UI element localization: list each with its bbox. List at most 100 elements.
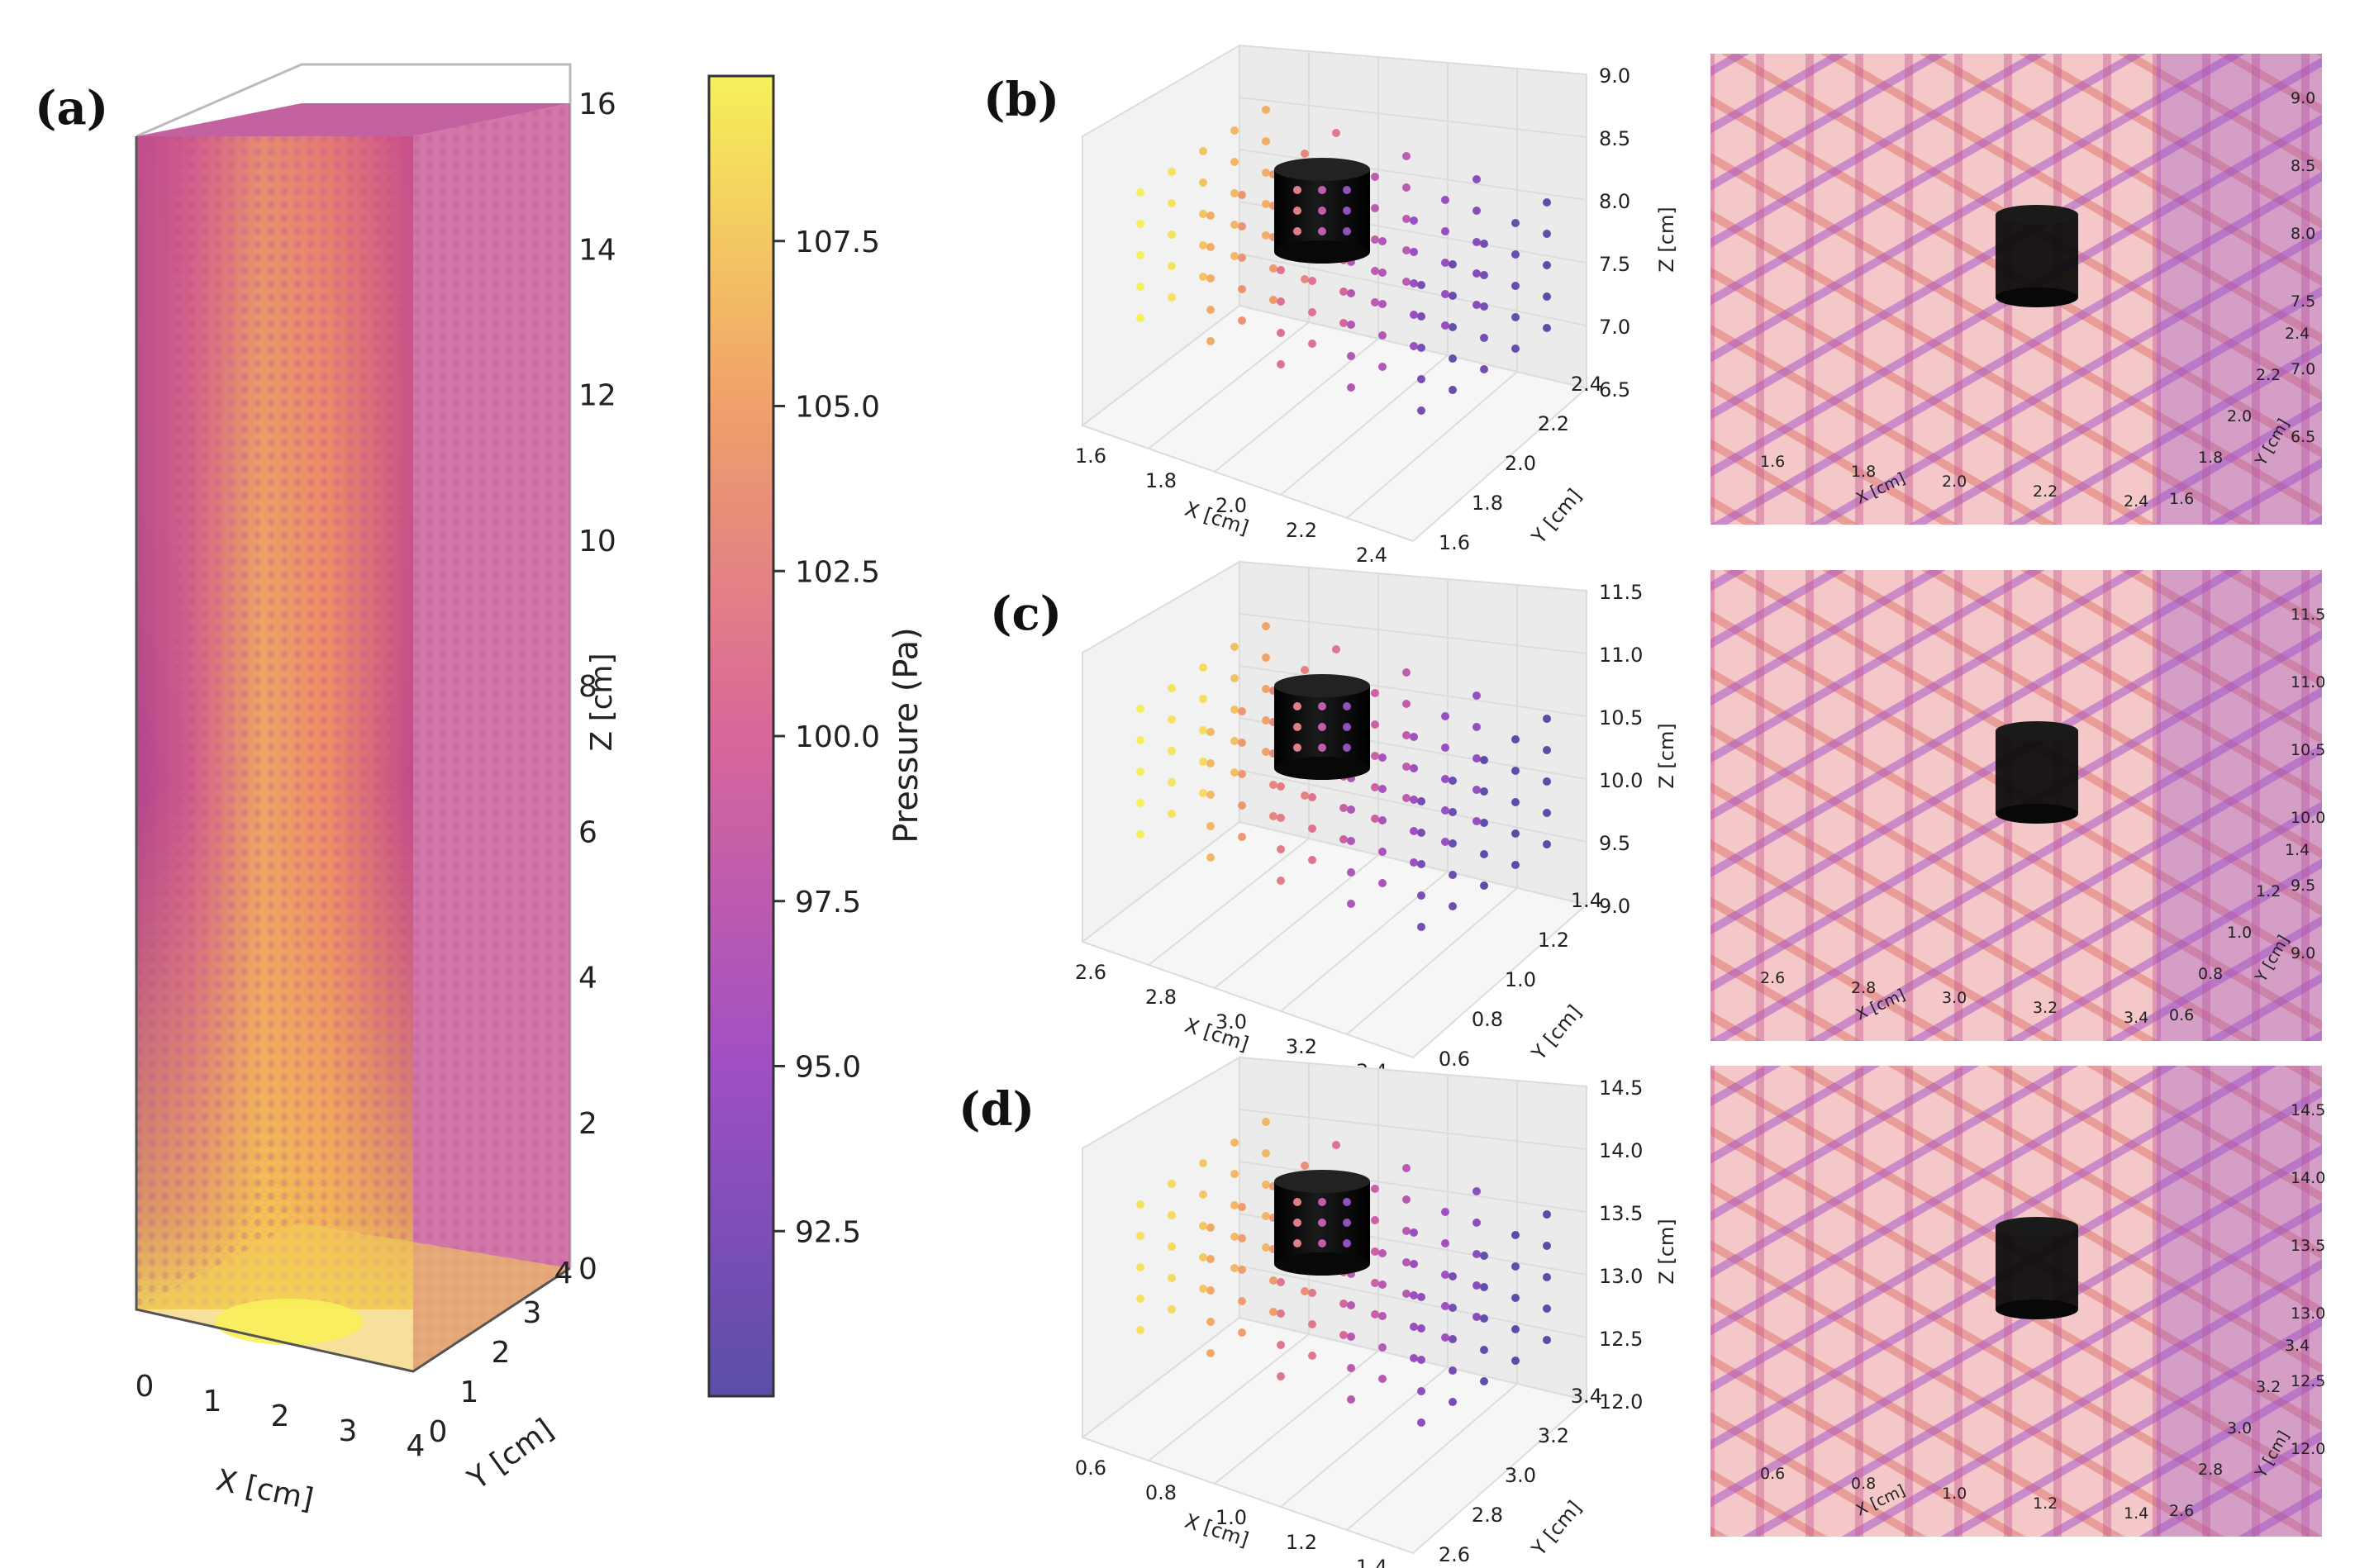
data-point	[1238, 222, 1246, 230]
zoom-z-tick: 11.0	[2291, 673, 2325, 691]
colorbar-tick-label: 100.0	[795, 720, 880, 754]
grid-line	[1148, 1333, 1310, 1461]
grid-line	[1346, 371, 1518, 519]
data-point	[1347, 837, 1355, 845]
cylinder-bottom	[1274, 757, 1370, 780]
pane-floor	[1080, 304, 1589, 543]
data-point	[1199, 758, 1207, 766]
data-point	[1238, 739, 1246, 747]
a-y-tick: 1	[460, 1376, 479, 1409]
data-point	[1511, 250, 1520, 259]
data-point	[1441, 290, 1449, 298]
data-point	[1511, 1294, 1520, 1302]
data-point	[1371, 1279, 1379, 1287]
cylinder-data-point	[1318, 702, 1326, 710]
data-point	[1206, 853, 1215, 862]
data-point	[1332, 1141, 1340, 1149]
box-side-points	[413, 103, 570, 1371]
z-axis-label: Z [cm]	[1655, 723, 1678, 788]
data-point	[1441, 1239, 1449, 1247]
data-point	[1230, 737, 1239, 745]
data-point	[1402, 763, 1411, 771]
data-point	[1347, 1333, 1355, 1341]
data-point	[1347, 868, 1355, 877]
data-point	[1230, 643, 1239, 651]
data-point	[1472, 301, 1481, 309]
cylinder-data-point	[1318, 1198, 1326, 1206]
grid-line	[1148, 321, 1310, 449]
data-point	[1410, 311, 1418, 319]
data-point	[1480, 302, 1488, 311]
x-tick: 1.0	[1216, 1506, 1247, 1529]
box-front-edges	[135, 136, 571, 1373]
panel-b: (b) 1.61.82.02.22.4X [cm]1.61.82.02.22.4…	[983, 44, 2322, 567]
data-point	[1262, 169, 1270, 177]
data-point	[1378, 300, 1387, 308]
data-point	[1199, 147, 1207, 155]
data-point	[1308, 1352, 1316, 1360]
a-y-tick: 0	[429, 1415, 448, 1449]
cylinder-data-point	[1318, 1219, 1326, 1227]
zoom-x-tick: 1.0	[1942, 1485, 1967, 1503]
data-point	[1238, 1234, 1246, 1243]
data-point	[1472, 817, 1481, 825]
data-point	[1206, 728, 1215, 736]
z-tick: 11.0	[1599, 644, 1643, 667]
data-point	[1206, 211, 1215, 220]
z-tick: 10.0	[1599, 769, 1643, 792]
data-point	[1308, 856, 1316, 864]
zoom-x-tick: 3.4	[2124, 1009, 2148, 1027]
data-point	[1449, 1366, 1457, 1375]
grid-line	[1239, 1161, 1587, 1213]
data-point	[1441, 196, 1449, 204]
data-point	[1230, 1138, 1239, 1147]
z-tick: 14.0	[1599, 1139, 1643, 1162]
data-point	[1543, 1210, 1551, 1219]
data-point	[1417, 281, 1425, 289]
data-point	[1347, 805, 1355, 814]
data-point	[1269, 781, 1277, 789]
box-bottom-face	[136, 1223, 570, 1371]
data-point	[1199, 789, 1207, 797]
panel-label-d: (d)	[959, 1082, 1035, 1137]
colorbar-label: Pressure (Pa)	[887, 627, 925, 843]
zoom-x-tick: 0.8	[1851, 1475, 1876, 1493]
data-point	[1277, 845, 1285, 853]
y-tick: 1.6	[1439, 531, 1470, 554]
data-point	[1262, 1181, 1270, 1189]
data-point	[1543, 746, 1551, 754]
x-tick: 2.2	[1286, 519, 1317, 542]
zoom-z-tick: 11.5	[2291, 606, 2325, 624]
data-point	[1543, 1273, 1551, 1281]
data-point	[1511, 282, 1520, 290]
z-tick: 9.0	[1599, 64, 1630, 88]
zoom-x-tick: 2.8	[1851, 979, 1876, 997]
data-point	[1410, 216, 1418, 225]
x-tick: 0.8	[1145, 1481, 1177, 1504]
data-point	[1472, 269, 1481, 278]
x-tick: 2.8	[1145, 986, 1177, 1009]
data-point	[1480, 240, 1488, 248]
cylinder-data-point	[1293, 702, 1301, 710]
data-point	[1277, 1278, 1285, 1286]
zoom-cylinder-body	[1996, 731, 2078, 814]
grid-line	[1346, 887, 1518, 1035]
data-point	[1371, 173, 1379, 181]
data-point	[1230, 252, 1239, 260]
zoom-y-tick: 2.6	[2169, 1502, 2194, 1520]
data-point	[1543, 1336, 1551, 1344]
data-point	[1301, 1162, 1309, 1170]
data-point	[1347, 321, 1355, 329]
data-point	[1199, 178, 1207, 187]
data-point	[1277, 1341, 1285, 1349]
data-point	[1136, 314, 1144, 322]
data-point	[1480, 850, 1488, 858]
data-point	[1347, 900, 1355, 908]
data-point	[1262, 106, 1270, 114]
zoom-z-tick: 13.5	[2291, 1237, 2325, 1255]
data-point	[1277, 266, 1285, 274]
cylinder-data-point	[1343, 1239, 1351, 1247]
data-point	[1277, 782, 1285, 791]
data-point	[1417, 1324, 1425, 1333]
data-point	[1543, 292, 1551, 301]
